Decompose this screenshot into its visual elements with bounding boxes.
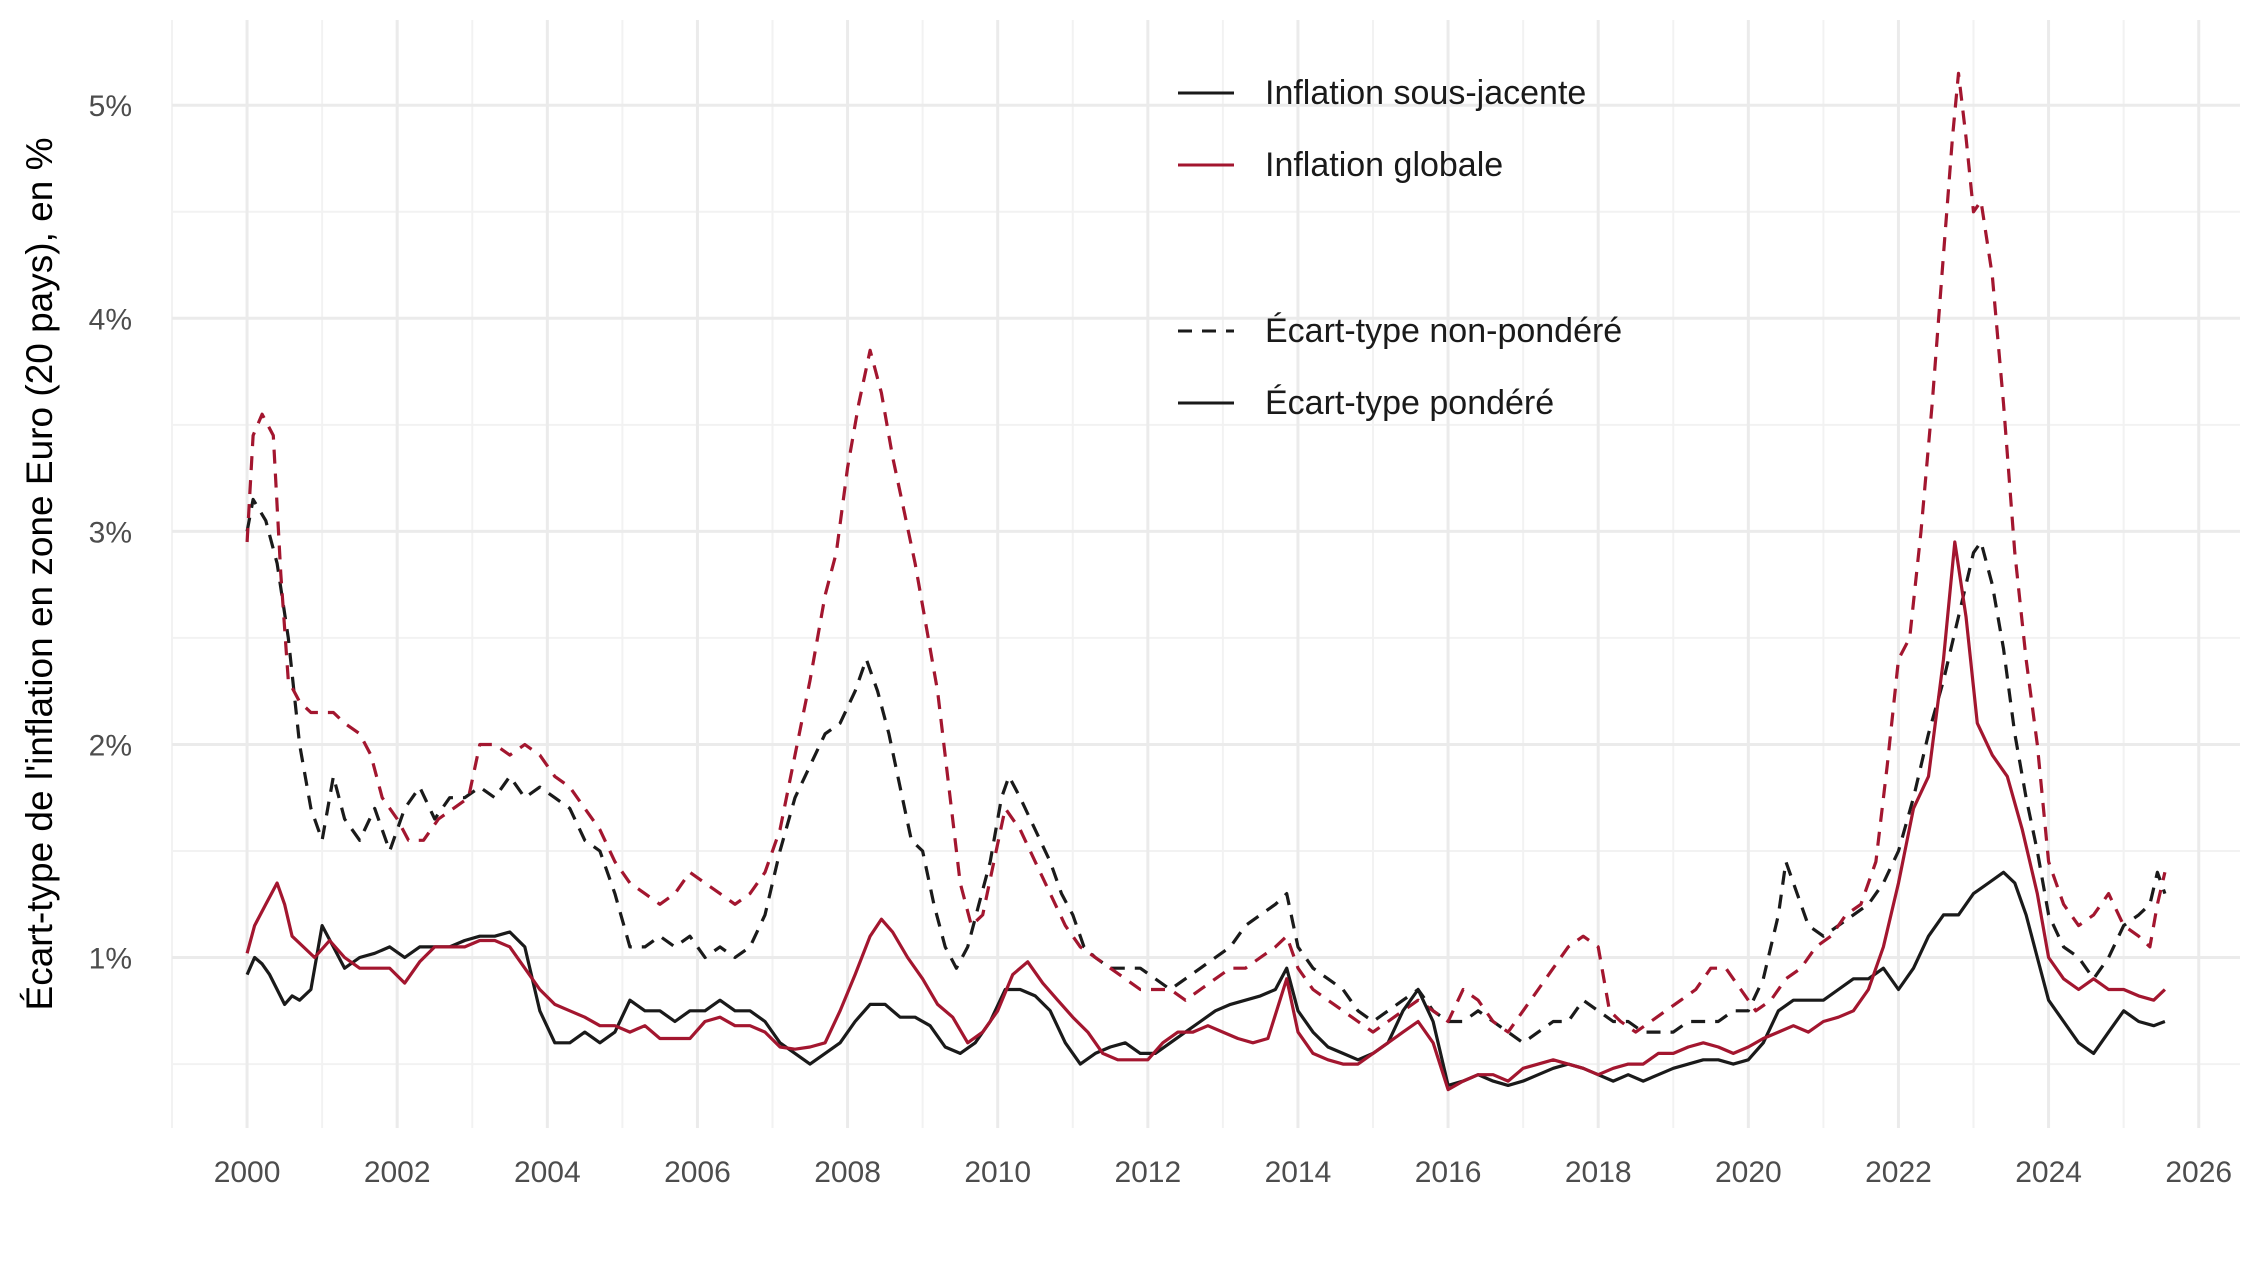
legend: Inflation sous-jacente Inflation globale…: [1178, 74, 1622, 422]
legend-label-headline: Inflation globale: [1265, 146, 1503, 184]
grid-major: [172, 20, 2240, 1128]
x-tick-label: 2022: [1865, 1156, 1932, 1189]
y-tick-label: 2%: [89, 729, 132, 762]
x-tick-label: 2014: [1265, 1156, 1332, 1189]
x-tick-label: 2004: [514, 1156, 581, 1189]
series-headline-unweighted: [245, 71, 2167, 1034]
x-tick-label: 2002: [364, 1156, 431, 1189]
x-tick-label: 2000: [214, 1156, 281, 1189]
y-axis-label: Écart-type de l'inflation en zone Euro (…: [19, 138, 60, 1011]
x-tick-label: 2012: [1114, 1156, 1181, 1189]
x-tick-label: 2010: [964, 1156, 1031, 1189]
x-tick-label: 2006: [664, 1156, 731, 1189]
legend-label-unweighted: Écart-type non-pondéré: [1265, 312, 1622, 350]
y-tick-label: 3%: [89, 516, 132, 549]
x-tick-label: 2008: [814, 1156, 881, 1189]
x-tick-label: 2016: [1415, 1156, 1482, 1189]
y-axis-ticks: 1% 2% 3% 4% 5%: [89, 90, 132, 975]
x-axis-ticks: 2000 2002 2004 2006 2008 2010 2012 2014 2016 2018…: [214, 1156, 2232, 1189]
legend-label-weighted: Écart-type pondéré: [1265, 384, 1554, 422]
y-tick-label: 1%: [89, 943, 132, 976]
x-tick-label: 2020: [1715, 1156, 1782, 1189]
legend-label-core: Inflation sous-jacente: [1265, 74, 1586, 112]
series-headline-weighted: [245, 540, 2167, 1092]
series-core-weighted: [245, 870, 2166, 1087]
x-tick-label: 2026: [2165, 1156, 2232, 1189]
series-layer: [245, 71, 2167, 1092]
y-tick-label: 4%: [89, 303, 132, 336]
x-tick-label: 2018: [1565, 1156, 1632, 1189]
series-core-unweighted: [245, 497, 2167, 1045]
grid-minor: [171, 20, 2240, 1128]
y-tick-label: 5%: [89, 90, 132, 123]
x-tick-label: 2024: [2015, 1156, 2082, 1189]
